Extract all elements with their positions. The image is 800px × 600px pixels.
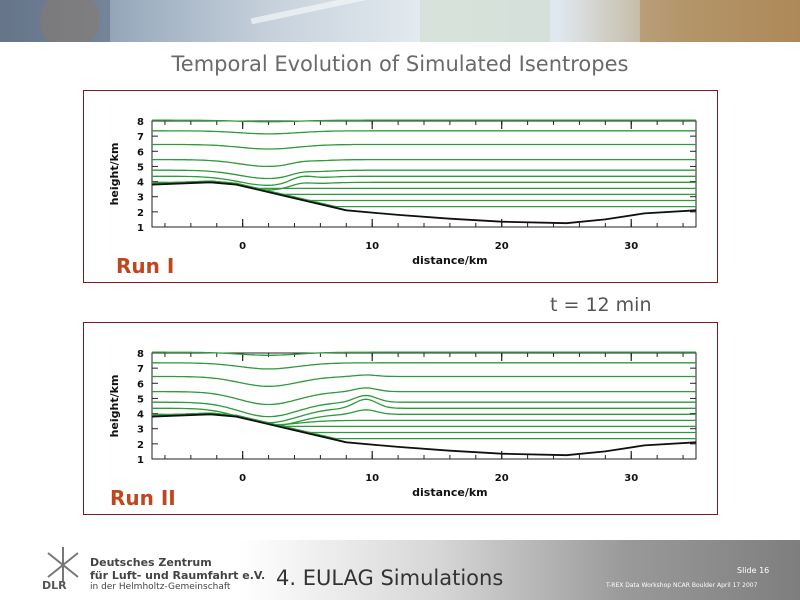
isentrope-line-1 <box>152 351 696 356</box>
x-tick-label: 0 <box>239 473 246 484</box>
y-tick-label: 4 <box>137 410 144 421</box>
x-tick-label: 30 <box>624 241 638 252</box>
slide-title: Temporal Evolution of Simulated Isentrop… <box>171 52 629 76</box>
y-axis-label: height/km <box>108 375 121 438</box>
footer-bar <box>0 540 800 600</box>
time-label: t = 12 min <box>550 294 652 316</box>
org-line-2: für Luft- und Raumfahrt e.V. <box>90 569 266 582</box>
slide-number: Slide 16 <box>737 566 770 575</box>
isentrope-line-7 <box>152 409 696 426</box>
terrain-line <box>151 181 697 225</box>
x-tick-label: 10 <box>365 241 379 252</box>
y-tick-label: 8 <box>137 349 144 360</box>
terrain-line <box>151 413 697 457</box>
x-tick-label: 10 <box>365 473 379 484</box>
isentrope-line-6 <box>152 175 696 186</box>
isentrope-line-3 <box>152 143 696 150</box>
chart-run-2: 0 10 20 30 1 2 3 4 5 6 7 8 distance/km height/km <box>108 349 697 499</box>
workshop-info: T-REX Data Workshop NCAR Boulder April 1… <box>606 582 758 589</box>
plot-frame-1 <box>151 352 697 460</box>
y-tick-label: 2 <box>137 440 144 451</box>
organisation-block: Deutsches Zentrum für Luft- und Raumfahr… <box>90 556 265 592</box>
chart-panel-run-1: 0 10 20 30 1 2 3 4 5 6 7 8 distance/km height/km <box>83 90 718 283</box>
chart-panel-run-2: 0 10 20 30 1 2 3 4 5 6 7 8 distance/km height/km <box>83 322 718 515</box>
isentrope-line-11 <box>151 412 696 440</box>
isentrope-line-1 <box>152 119 696 123</box>
isentrope-line-4 <box>152 158 696 168</box>
footer-title: 4. EULAG Simulations <box>276 566 504 590</box>
isentrope-line-11 <box>151 180 696 208</box>
banner-imagery <box>0 0 800 42</box>
x-tick-label: 0 <box>239 241 246 252</box>
isentrope-line-4 <box>152 387 696 406</box>
y-tick-label: 1 <box>137 455 144 466</box>
y-tick-label: 8 <box>137 117 144 128</box>
x-tick-label: 30 <box>624 473 638 484</box>
y-tick-label: 2 <box>137 208 144 219</box>
y-tick-label: 6 <box>137 379 144 390</box>
chart-run-1: 0 10 20 30 1 2 3 4 5 6 7 8 distance/km height/km <box>108 117 697 267</box>
isentrope-line-2 <box>152 362 696 370</box>
y-tick-label: 6 <box>137 147 144 158</box>
x-tick-label: 20 <box>495 473 509 484</box>
isentrope-line-2 <box>152 130 696 135</box>
y-tick-label: 3 <box>137 425 144 436</box>
isentrope-line-3 <box>152 374 696 387</box>
y-axis-label: height/km <box>108 143 121 206</box>
x-tick-label: 20 <box>495 241 509 252</box>
org-line-1: Deutsches Zentrum <box>90 556 212 569</box>
org-line-3: in der Helmholtz-Gemeinschaft <box>90 582 231 592</box>
dlr-logo: DLR <box>42 547 79 590</box>
isentrope-line-5 <box>152 169 696 180</box>
run-label-1: Run I <box>116 254 175 278</box>
x-axis-label: distance/km <box>412 254 487 267</box>
dlr-logo-text: DLR <box>42 579 67 590</box>
y-tick-label: 5 <box>137 394 144 405</box>
isentrope-line-5 <box>152 394 696 418</box>
run-label-2: Run II <box>110 486 176 510</box>
header-banner <box>0 0 800 42</box>
y-tick-label: 5 <box>137 162 144 173</box>
y-tick-label: 7 <box>137 132 144 143</box>
x-axis-label: distance/km <box>412 486 487 499</box>
y-tick-label: 7 <box>137 364 144 375</box>
y-tick-label: 1 <box>137 223 144 234</box>
y-tick-label: 3 <box>137 193 144 204</box>
y-tick-label: 4 <box>137 178 144 189</box>
